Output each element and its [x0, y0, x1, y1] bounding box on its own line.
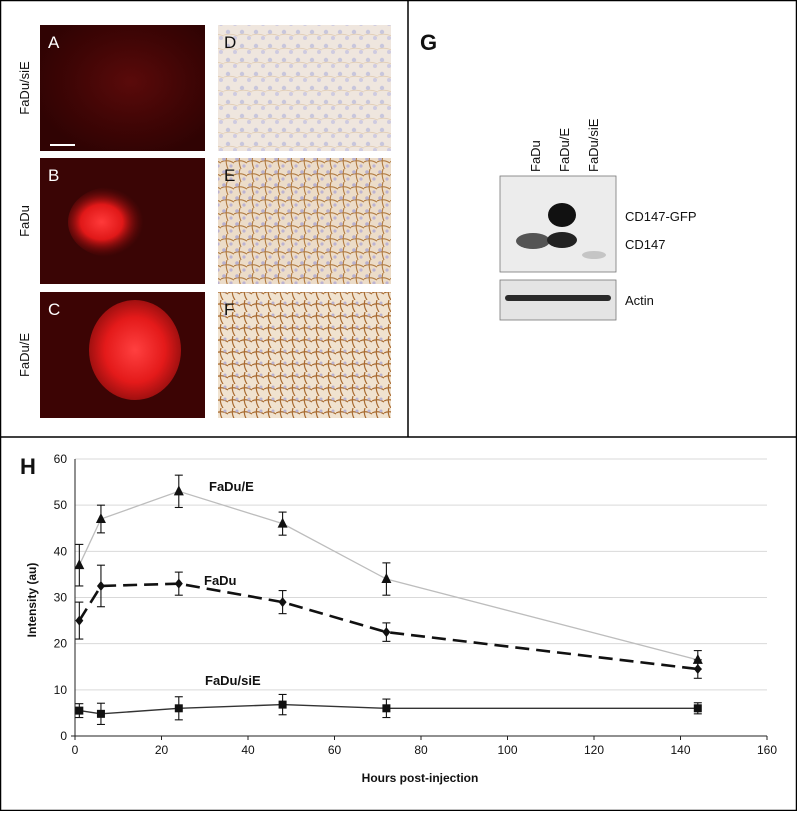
- x-tick-label: 140: [670, 743, 690, 757]
- x-tick-label: 0: [72, 743, 79, 757]
- fluorescence-spot-c: [89, 300, 181, 400]
- panel-letter-h: H: [20, 454, 36, 479]
- row-label-siE: FaDu/siE: [17, 61, 32, 115]
- ihc-image-e: [218, 158, 391, 284]
- row-label-fadu: FaDu: [17, 205, 32, 237]
- fluorescence-image-a: [40, 25, 205, 151]
- y-tick-label: 60: [54, 452, 68, 466]
- series-label: FaDu: [204, 573, 237, 588]
- data-point-diamond: [174, 578, 183, 589]
- data-point-square: [174, 704, 183, 713]
- data-point-square: [75, 706, 84, 715]
- x-tick-label: 100: [497, 743, 517, 757]
- panel-letter-b: B: [48, 166, 59, 185]
- band-label-cd147-gfp: CD147-GFP: [625, 209, 697, 224]
- series-line-1: [78, 582, 698, 671]
- x-tick-label: 160: [757, 743, 777, 757]
- data-point-triangle: [692, 653, 703, 664]
- y-axis-label: Intensity (au): [25, 563, 39, 638]
- y-tick-label: 40: [54, 544, 68, 558]
- band-fadu-sie-cd147: [582, 251, 606, 259]
- x-axis-label: Hours post-injection: [362, 771, 479, 785]
- panel-letter-g: G: [420, 30, 437, 55]
- x-tick-label: 80: [414, 743, 428, 757]
- series-label: FaDu/E: [209, 479, 254, 494]
- x-tick-label: 60: [328, 743, 342, 757]
- y-tick-label: 0: [60, 729, 67, 743]
- western-blot: FaDu FaDu/E FaDu/siE CD147-GFP CD147 Act…: [499, 118, 697, 321]
- panel-letter-a: A: [48, 33, 60, 52]
- data-point-square: [382, 704, 391, 713]
- data-point-square: [693, 704, 702, 713]
- band-fadu-e-cd147: [547, 232, 577, 248]
- data-point-diamond: [382, 627, 391, 638]
- x-tick-label: 120: [584, 743, 604, 757]
- data-point-square: [278, 700, 287, 709]
- lane-label-fadu-e: FaDu/E: [557, 128, 572, 172]
- data-point-diamond: [693, 664, 702, 675]
- y-tick-label: 20: [54, 637, 68, 651]
- panel-letter-d: D: [224, 33, 236, 52]
- data-point-triangle: [381, 573, 392, 584]
- data-point-square: [96, 709, 105, 718]
- panel-letter-f: F: [224, 300, 234, 319]
- band-fadu-cd147: [516, 233, 550, 249]
- data-point-triangle: [74, 559, 85, 570]
- lane-label-fadu: FaDu: [528, 140, 543, 172]
- y-tick-label: 50: [54, 498, 68, 512]
- series-line-0: [78, 490, 698, 661]
- ihc-image-f: [218, 292, 391, 418]
- data-point-diamond: [278, 597, 287, 608]
- data-point-diamond: [96, 580, 105, 591]
- y-tick-label: 10: [54, 683, 68, 697]
- series-label: FaDu/siE: [205, 673, 261, 688]
- band-fadu-e-cd147-gfp: [548, 203, 576, 227]
- x-tick-label: 40: [241, 743, 255, 757]
- data-point-triangle: [173, 485, 184, 496]
- panel-letter-c: C: [48, 300, 60, 319]
- lane-label-fadu-sie: FaDu/siE: [586, 118, 601, 172]
- data-point-triangle: [95, 513, 106, 524]
- band-label-cd147: CD147: [625, 237, 665, 252]
- row-label-fadu-e: FaDu/E: [17, 333, 32, 377]
- data-point-diamond: [75, 615, 84, 626]
- y-tick-label: 30: [54, 591, 68, 605]
- band-actin: [505, 295, 611, 301]
- data-point-triangle: [277, 517, 288, 528]
- panel-letter-e: E: [224, 166, 235, 185]
- x-tick-label: 20: [155, 743, 169, 757]
- ihc-image-d: [218, 25, 391, 151]
- band-label-actin: Actin: [625, 293, 654, 308]
- fluorescence-spot-b: [68, 187, 152, 257]
- intensity-chart: 0 10 20 30 40 50 60 0 20 40 60 80 100 120 140 160 FaDu/E…: [54, 452, 778, 757]
